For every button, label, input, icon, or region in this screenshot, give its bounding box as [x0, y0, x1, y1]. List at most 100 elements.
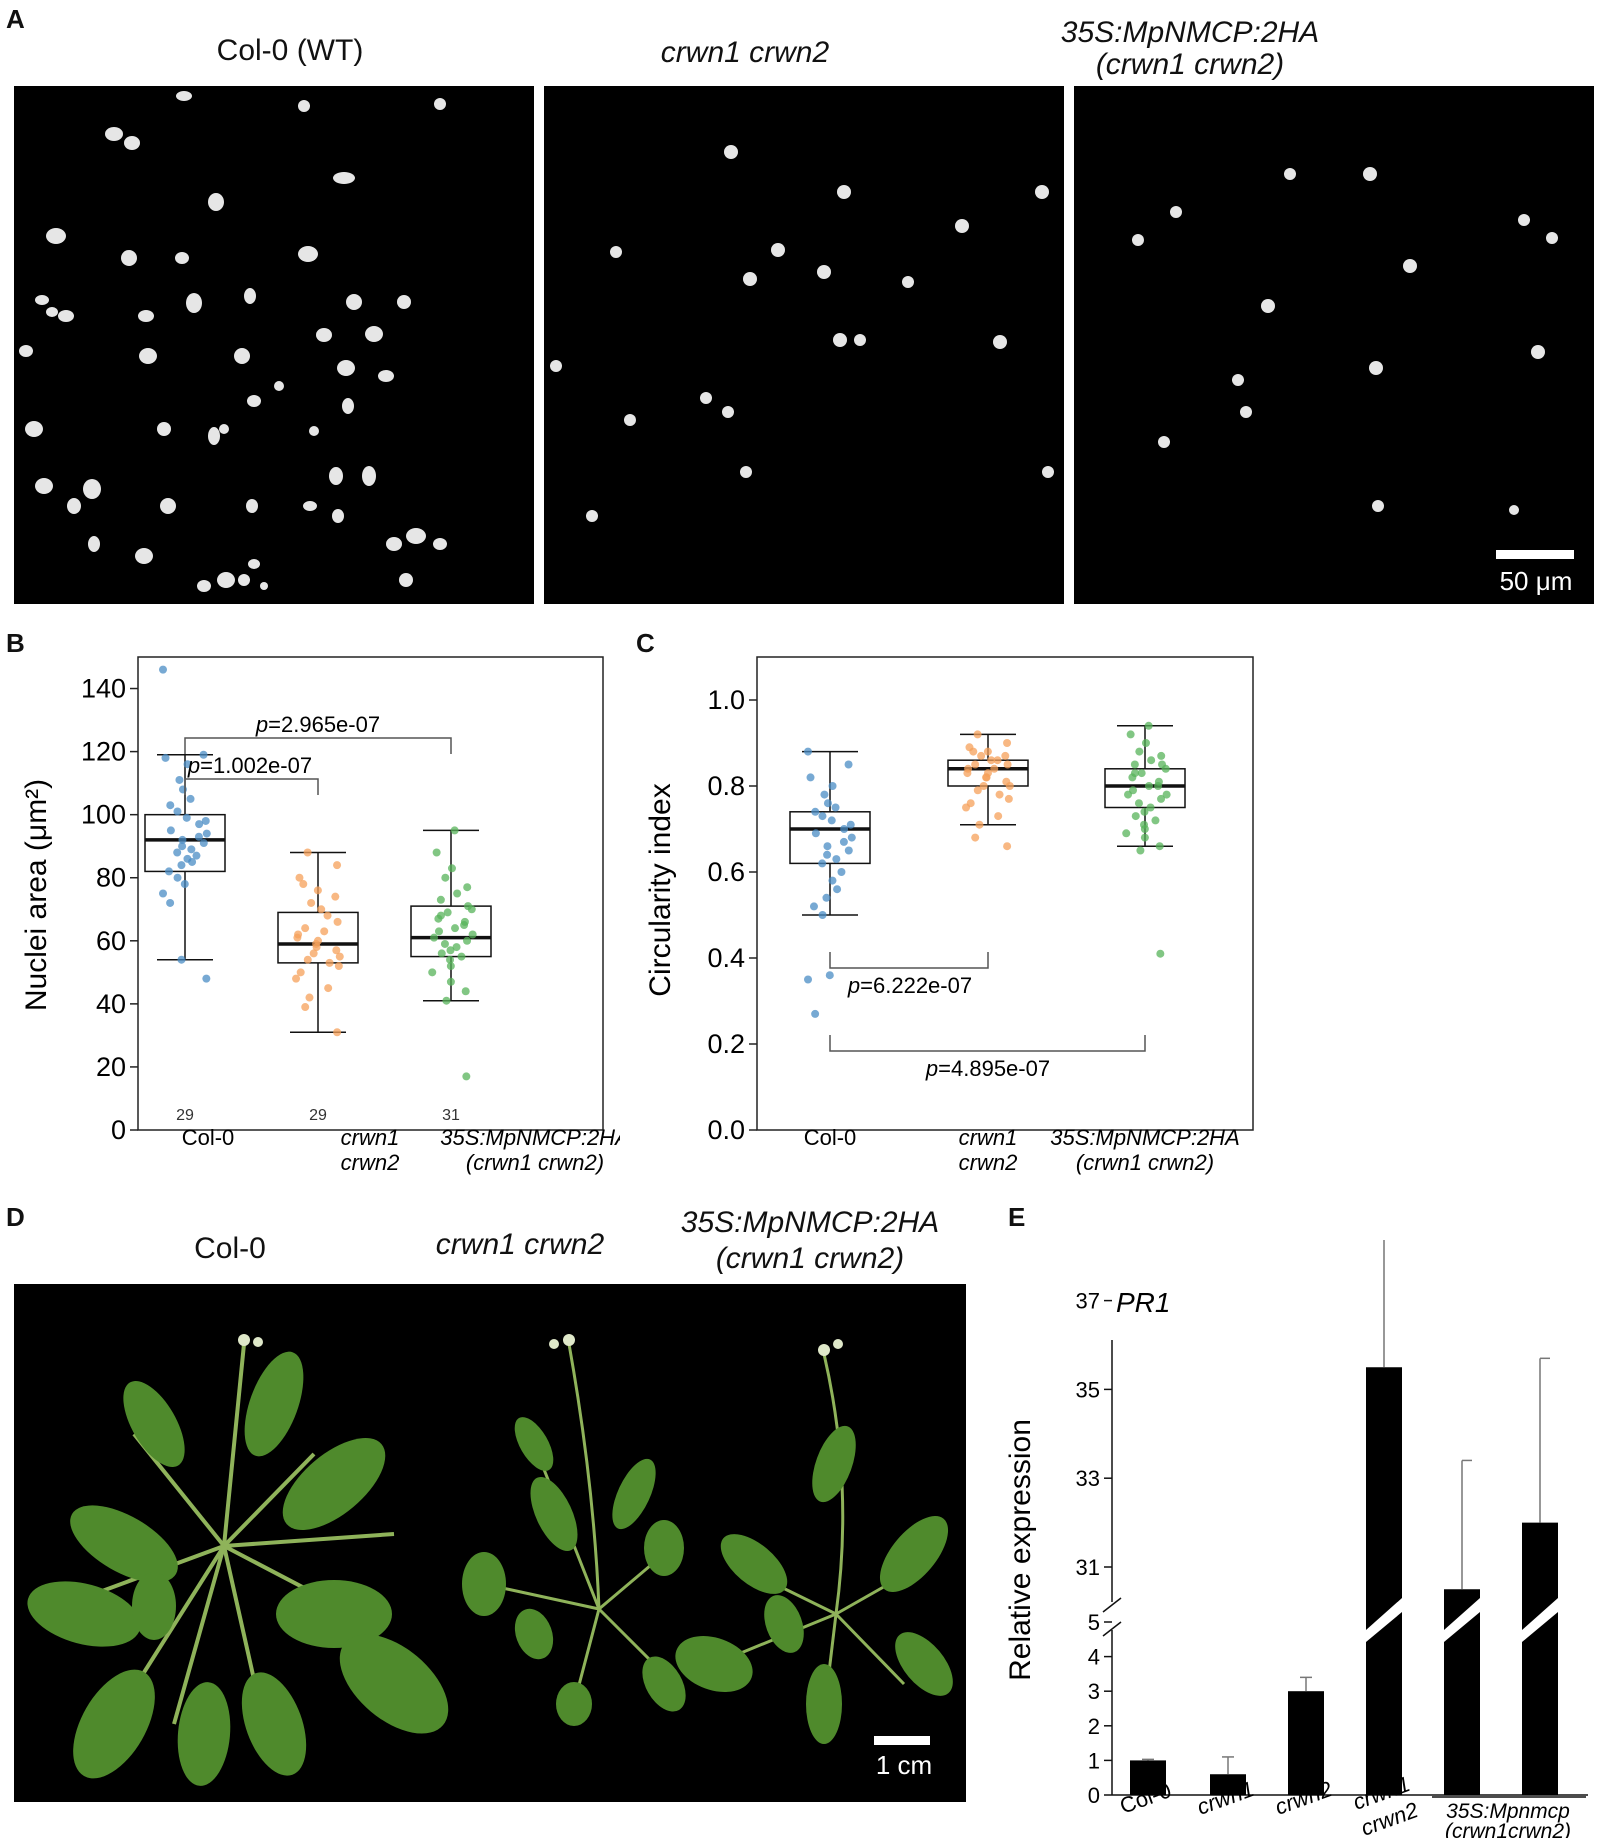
ytick-label: 31	[1076, 1555, 1100, 1580]
scalebar-a-label: 50 μm	[1499, 566, 1573, 596]
p-value-label: p=1.002e-07	[187, 753, 312, 778]
p-value-label: p=2.965e-07	[255, 712, 380, 737]
data-point	[325, 958, 334, 967]
data-point	[452, 943, 461, 952]
data-point	[839, 837, 848, 846]
data-point	[995, 790, 1004, 799]
data-point	[178, 785, 187, 794]
chart-e-bars	[1130, 1240, 1558, 1795]
data-point	[1156, 949, 1165, 958]
data-point	[177, 955, 186, 964]
data-point	[1144, 721, 1153, 730]
ytick-label: 100	[81, 800, 126, 830]
nuclei-crwn	[550, 145, 1054, 522]
data-point	[428, 968, 437, 977]
chart-e-xlabels: Col-0 crwn1 crwn2 crwn1 crwn2	[1116, 1771, 1421, 1838]
chart-c-xlabel-3b: (crwn1 crwn2)	[1076, 1150, 1214, 1175]
data-point	[323, 911, 332, 920]
ytick-label: 40	[96, 989, 126, 1019]
nuclei-col0	[19, 91, 447, 592]
data-point	[450, 826, 459, 835]
rosette-col0-leaves	[27, 1351, 449, 1786]
significance-bracket	[829, 952, 989, 969]
micrograph-35s: 50 μm	[1074, 86, 1594, 604]
panel-letter-b: B	[6, 628, 25, 658]
chart-b-points	[159, 665, 477, 1081]
data-point	[1126, 730, 1135, 739]
bar-lower	[1522, 1612, 1558, 1795]
data-point	[178, 842, 187, 851]
data-point	[822, 893, 831, 902]
scalebar-a	[1496, 550, 1574, 559]
data-point	[828, 876, 837, 885]
ytick-label: 0.6	[707, 857, 745, 887]
data-point	[979, 782, 988, 790]
data-point	[192, 851, 201, 860]
data-point	[301, 1003, 310, 1012]
data-point	[335, 952, 344, 961]
data-point	[962, 803, 971, 812]
data-point	[447, 864, 456, 873]
ytick-label: 20	[96, 1052, 126, 1082]
box	[277, 911, 359, 964]
data-point	[1162, 790, 1171, 799]
box	[1104, 768, 1186, 809]
data-point	[460, 921, 469, 930]
ytick-label: 0.0	[707, 1115, 745, 1145]
data-point	[1124, 790, 1133, 799]
data-point	[1136, 846, 1145, 855]
data-point	[831, 803, 840, 812]
chart-c-points	[804, 721, 1171, 1018]
chart-c-xlabel-2a: crwn1	[959, 1125, 1018, 1150]
data-point	[164, 867, 173, 876]
plant-photo: 1 cm	[14, 1284, 966, 1802]
data-point	[299, 880, 308, 889]
chart-c-yticks: 0.0 0.2 0.4 0.6 0.8 1.0	[707, 685, 757, 1145]
data-point	[1147, 756, 1156, 765]
panel-letter-e: E	[1008, 1202, 1026, 1232]
data-point	[296, 968, 305, 977]
data-point	[333, 1028, 342, 1037]
data-point	[468, 930, 477, 939]
bar-upper	[1366, 1367, 1402, 1630]
panel-a-title-35s-bg: (crwn1 crwn2)	[1095, 48, 1285, 81]
data-point	[1130, 760, 1139, 769]
flower-buds	[238, 1334, 843, 1356]
data-point	[307, 898, 316, 907]
data-point	[331, 892, 340, 901]
ytick-label: 2	[1088, 1714, 1100, 1739]
data-point	[305, 993, 314, 1002]
data-point	[446, 955, 455, 964]
chart-e-group-label-a: 35S:Mpnmcp	[1446, 1800, 1570, 1823]
bar-upper	[1522, 1522, 1558, 1630]
ytick-label: 120	[81, 737, 126, 767]
chart-e-ylabel: Relative expression	[1004, 1419, 1037, 1681]
data-point	[435, 927, 444, 936]
data-point	[467, 905, 476, 914]
rosette-crwn	[483, 1343, 676, 1705]
chart-c-frame	[756, 656, 1254, 1131]
data-point	[194, 832, 203, 841]
data-point	[430, 933, 439, 942]
data-point	[437, 949, 446, 958]
data-point	[844, 760, 853, 769]
data-point	[293, 933, 302, 942]
data-point	[182, 813, 191, 822]
data-point	[827, 816, 836, 825]
data-point	[324, 984, 333, 993]
data-point	[811, 807, 820, 816]
panel-letter-c: C	[636, 628, 655, 658]
data-point	[186, 794, 195, 803]
chart-c-boxes	[789, 725, 1186, 916]
chart-c-xlabel-1: Col-0	[804, 1125, 857, 1150]
data-point	[1001, 751, 1010, 760]
ytick-label: 37	[1076, 1289, 1100, 1314]
ytick-label: 1.0	[707, 685, 745, 715]
chart-e-xlabel-line1: #1	[1450, 1771, 1474, 1796]
data-point	[994, 812, 1003, 821]
data-point	[1157, 751, 1166, 760]
panel-a-title-crwn: crwn1 crwn2	[660, 36, 830, 69]
data-point	[202, 829, 211, 838]
data-point	[1157, 794, 1166, 803]
data-point	[1003, 739, 1012, 747]
